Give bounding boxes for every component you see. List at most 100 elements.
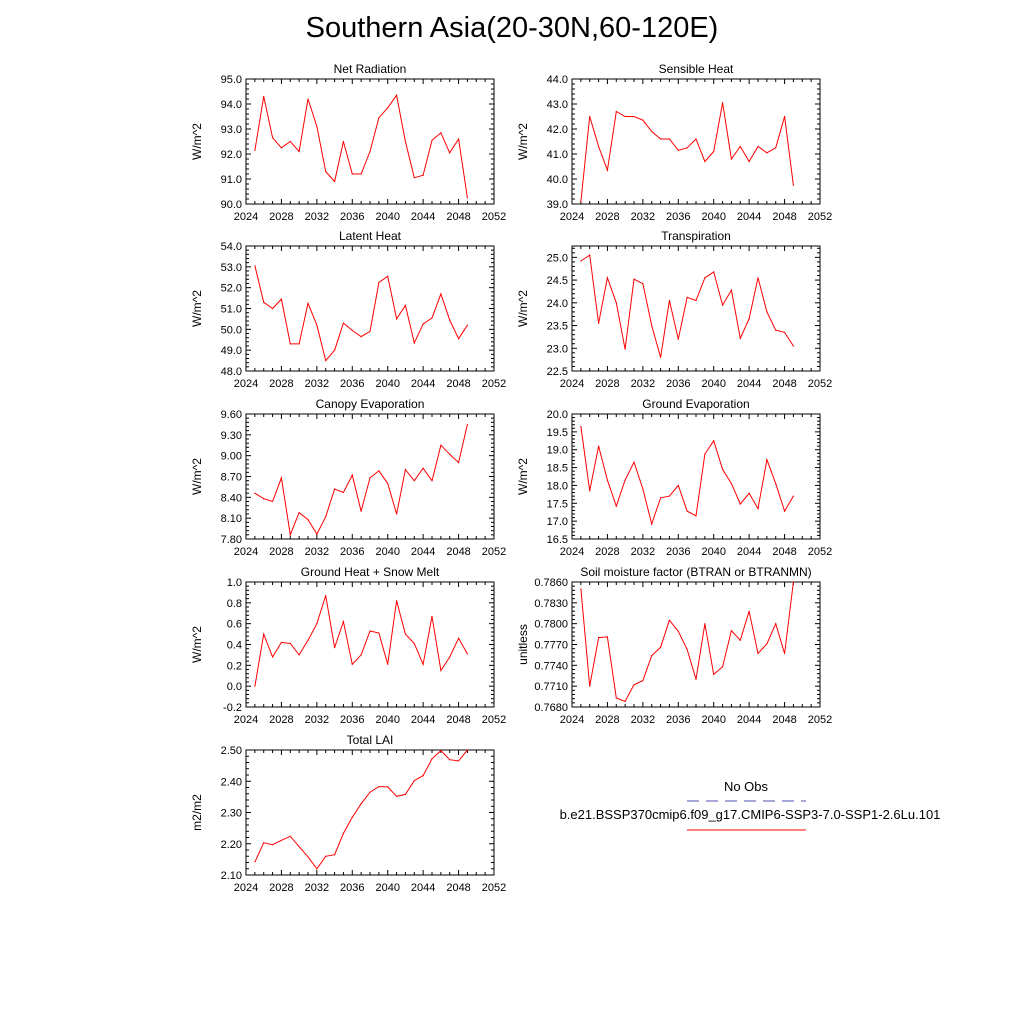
plot-frame	[245, 749, 495, 876]
data-point	[642, 283, 644, 285]
data-point	[704, 453, 706, 455]
data-point	[783, 331, 786, 333]
data-point	[422, 467, 424, 469]
chart-ground-evaporation: Ground Evaporation W/m^2 2024 2028 2032 2036 2…	[516, 397, 832, 558]
data-point	[263, 842, 265, 844]
series-line	[580, 426, 794, 526]
chart-transpiration: Transpiration W/m^2 2024 2028 2032 2036 2040 20…	[516, 229, 832, 390]
data-point	[457, 462, 460, 464]
data-point	[280, 641, 283, 644]
y-tick-label: 16.5	[547, 534, 568, 546]
series-line	[580, 254, 794, 358]
x-tick-label: 2040	[375, 714, 399, 726]
x-tick-label: 2048	[772, 714, 796, 726]
data-point	[298, 512, 300, 514]
data-point	[378, 470, 380, 472]
data-point	[395, 513, 398, 515]
data-point	[695, 515, 697, 517]
chart-title: Sensible Heat	[659, 62, 734, 76]
data-point	[580, 260, 582, 262]
data-point	[730, 483, 733, 485]
x-tick-label: 2024	[234, 882, 258, 894]
data-point	[395, 318, 398, 320]
x-tick-label: 2032	[305, 378, 329, 390]
y-tick-label: 95.0	[221, 74, 242, 86]
page-title: Southern Asia(20-30N,60-120E)	[305, 12, 719, 44]
plot-frame	[571, 581, 821, 708]
y-tick-label: 53.0	[221, 262, 242, 274]
data-point	[739, 639, 741, 641]
x-tick-label: 2032	[631, 714, 655, 726]
data-point	[624, 115, 626, 118]
data-point	[449, 319, 451, 321]
data-point	[449, 453, 451, 455]
data-point	[325, 359, 327, 362]
x-tick-label: 2028	[595, 546, 619, 558]
y-tick-label: -0.2	[223, 702, 242, 714]
y-tick-label: 1.0	[227, 577, 242, 589]
chart-total-lai: Total LAI m2/m2 2024 2028 2032 2036 2040 2044 20…	[190, 733, 506, 894]
data-point	[792, 184, 795, 186]
data-point	[351, 173, 353, 175]
data-point	[404, 140, 407, 143]
data-point	[404, 468, 407, 471]
y-tick-label: 8.70	[221, 472, 242, 484]
y-tick-label: 23.5	[547, 321, 568, 333]
y-axis-label: W/m^2	[516, 290, 530, 327]
data-point	[280, 477, 283, 479]
y-tick-label: 0.7740	[534, 660, 568, 672]
data-point	[615, 302, 617, 304]
y-tick-label: 8.10	[221, 513, 242, 525]
plot-frame	[245, 581, 495, 708]
data-point	[686, 147, 688, 149]
data-point	[360, 173, 362, 175]
data-point	[263, 95, 265, 98]
data-point	[369, 330, 371, 333]
data-point	[387, 275, 389, 277]
data-point	[757, 508, 759, 510]
data-point	[280, 147, 283, 149]
x-tick-label: 2024	[234, 546, 258, 558]
x-tick-label: 2028	[269, 378, 293, 390]
y-tick-label: 24.5	[547, 275, 568, 287]
data-point	[775, 483, 777, 485]
x-tick-label: 2048	[772, 378, 796, 390]
data-point	[624, 479, 626, 481]
x-tick-label: 2032	[305, 546, 329, 558]
y-tick-label: 17.5	[547, 498, 568, 510]
y-tick-label: 52.0	[221, 283, 242, 295]
x-tick-label: 2048	[772, 546, 796, 558]
data-point	[466, 423, 469, 426]
data-point	[695, 138, 697, 140]
data-point	[624, 348, 626, 350]
chart-canopy-evaporation: Canopy Evaporation W/m^2 2024 2028 2032 2036 2…	[190, 397, 506, 558]
y-tick-label: 42.0	[547, 124, 568, 136]
x-tick-label: 2040	[375, 378, 399, 390]
data-point	[766, 459, 768, 461]
x-tick-label: 2032	[305, 882, 329, 894]
data-point	[580, 425, 582, 428]
data-point	[792, 345, 795, 347]
chart-sensible-heat: Sensible Heat W/m^2 2024 2028 2032 2036 2040 20…	[516, 62, 832, 223]
data-point	[704, 160, 706, 163]
data-point	[642, 488, 644, 490]
data-point	[783, 115, 786, 118]
chart-latent-heat: Latent Heat W/m^2 2024 2028 2032 2036 2040 2044…	[190, 229, 506, 390]
data-point	[659, 646, 662, 648]
x-tick-label: 2024	[560, 378, 584, 390]
data-point	[431, 139, 433, 141]
data-point	[748, 610, 750, 612]
x-tick-label: 2028	[595, 211, 619, 223]
data-point	[413, 780, 415, 782]
data-point	[342, 140, 345, 143]
data-point	[695, 678, 697, 680]
data-point	[307, 302, 309, 304]
data-point	[325, 594, 327, 597]
y-tick-label: 0.7800	[534, 619, 568, 631]
y-tick-label: 9.30	[221, 430, 242, 442]
x-tick-label: 2052	[482, 378, 506, 390]
data-point	[254, 492, 256, 494]
data-point	[766, 643, 768, 645]
data-point	[466, 653, 469, 655]
data-point	[651, 130, 653, 133]
